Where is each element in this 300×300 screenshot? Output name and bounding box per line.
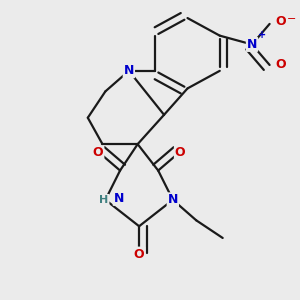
Text: N: N (124, 64, 134, 77)
Text: O: O (275, 58, 286, 71)
Text: H: H (99, 195, 109, 205)
Text: O: O (93, 146, 104, 159)
Text: N: N (114, 192, 124, 205)
Text: +: + (259, 30, 267, 40)
Text: O: O (134, 248, 144, 261)
Text: N: N (168, 193, 178, 206)
Text: O: O (175, 146, 185, 159)
Text: N: N (247, 38, 257, 51)
Text: −: − (286, 14, 296, 24)
Text: O: O (275, 15, 286, 28)
